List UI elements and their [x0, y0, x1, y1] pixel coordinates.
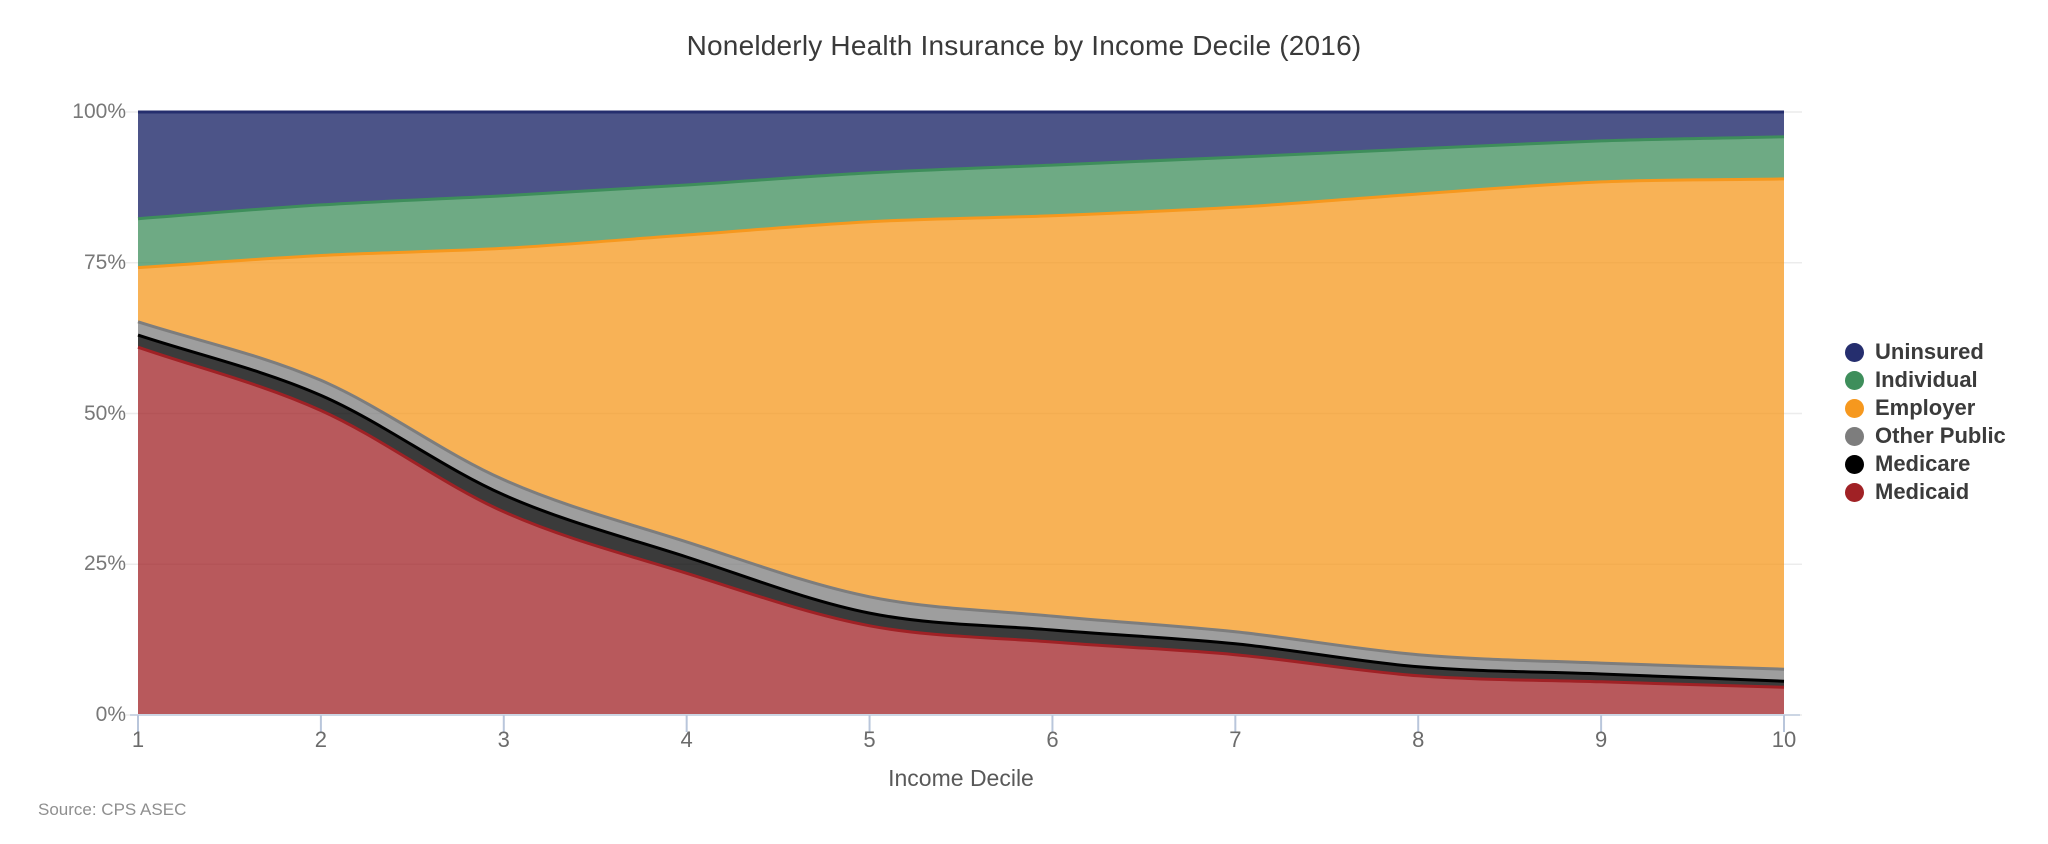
x-axis-label-9: 9	[1594, 727, 1608, 752]
x-axis-label-5: 5	[863, 727, 876, 752]
boundary-line-medicaid	[137, 345, 1785, 689]
legend-dot-icon	[1845, 426, 1864, 446]
area-band-individual	[138, 136, 1784, 268]
x-axis-label-2: 2	[314, 727, 327, 752]
legend-dot-icon	[1845, 370, 1864, 390]
x-axis-label-7: 7	[1229, 727, 1242, 752]
boundary-line-individual	[137, 135, 1785, 221]
y-axis-label-0%: 0%	[95, 703, 126, 726]
legend-label: Employer	[1875, 395, 1976, 420]
legend: Uninsured Individual Employer Other Public M…	[1845, 338, 2006, 506]
y-axis-label-100%: 100%	[72, 100, 126, 123]
legend-dot-icon	[1845, 454, 1864, 474]
legend-label: Individual	[1875, 367, 1978, 392]
area-band-employer	[138, 178, 1784, 670]
legend-dot-icon	[1845, 482, 1864, 502]
x-axis-label-3: 3	[497, 727, 510, 752]
legend-label: Medicare	[1875, 451, 1971, 476]
legend-item-medicare[interactable]: Medicare	[1845, 450, 2006, 478]
x-axis-label-1: 1	[131, 727, 145, 752]
source-note: Source: CPS ASEC	[38, 800, 187, 819]
x-axis-label-4: 4	[680, 727, 693, 752]
legend-item-individual[interactable]: Individual	[1845, 366, 2006, 394]
x-axis-label-10: 10	[1771, 727, 1797, 752]
boundary-line-other-public	[137, 320, 1785, 671]
legend-item-uninsured[interactable]: Uninsured	[1845, 338, 2006, 366]
legend-item-other-public[interactable]: Other Public	[1845, 422, 2006, 450]
legend-label: Medicaid	[1875, 479, 1970, 504]
legend-dot-icon	[1845, 342, 1864, 362]
legend-dot-icon	[1845, 398, 1864, 418]
chart-title: Nonelderly Health Insurance by Income De…	[686, 30, 1362, 61]
legend-label: Other Public	[1875, 423, 2006, 448]
area-band-medicaid	[138, 347, 1784, 715]
legend-item-employer[interactable]: Employer	[1845, 394, 2006, 422]
legend-label: Uninsured	[1875, 339, 1984, 364]
boundary-line-medicare	[137, 333, 1785, 683]
legend-item-medicaid[interactable]: Medicaid	[1845, 478, 2006, 506]
y-axis-label-25%: 25%	[83, 552, 126, 576]
x-axis-label-8: 8	[1412, 727, 1425, 752]
y-axis-label-50%: 50%	[83, 401, 126, 425]
boundary-line-employer	[137, 177, 1785, 270]
y-axis-label-75%: 75%	[83, 250, 126, 274]
x-axis-title: Income Decile	[888, 765, 1034, 791]
x-axis-label-6: 6	[1046, 727, 1059, 752]
